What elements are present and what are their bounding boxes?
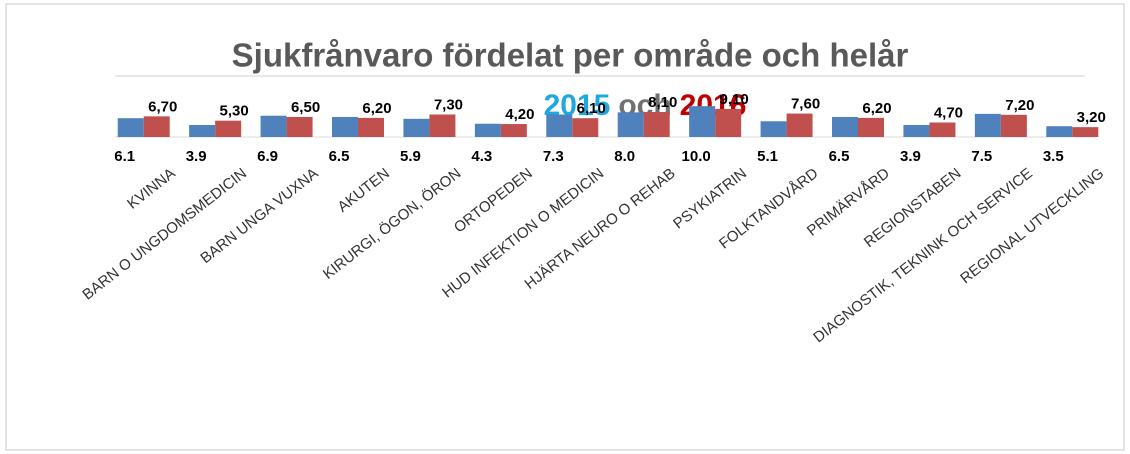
bar [500,124,527,137]
bar [858,117,884,137]
bar [117,118,144,137]
data-label: 6.9 [257,148,278,165]
data-label: 6,20 [362,100,391,117]
data-label: 10.0 [682,148,711,165]
data-label: 6,20 [862,100,891,117]
bar [903,124,930,137]
bar [143,116,170,137]
bar [332,116,358,137]
data-label: 7,60 [791,96,820,113]
bar [286,116,313,137]
bar [215,120,242,137]
data-label: 8,10 [648,94,677,111]
data-label: 7.3 [543,148,564,165]
data-label: 8.0 [614,148,635,165]
bar [572,118,599,137]
bar [689,106,716,137]
bar [1000,114,1027,137]
chart-title: Sjukfrånvaro fördelat per område och hel… [232,37,909,74]
data-label: 9,10 [720,91,749,108]
data-label: 4,20 [505,106,534,123]
chart-border [5,3,1125,451]
bar [786,113,813,137]
data-label: 5.1 [757,148,778,165]
data-label: 3.9 [186,148,207,165]
bar [832,116,858,137]
data-label: 6.5 [829,148,850,165]
data-label: 7,20 [1005,97,1034,114]
data-label: 4,70 [934,104,963,121]
data-label: 6,50 [291,99,320,116]
bar [358,117,384,137]
data-label: 4.3 [471,148,492,165]
data-label: 6,10 [577,100,606,117]
data-label: 6.5 [329,148,350,165]
bar [260,115,287,137]
bar [1046,126,1073,137]
bar [189,124,216,137]
data-label: 5,30 [220,103,249,120]
data-label: 3.5 [1043,148,1064,165]
bar [715,108,742,137]
data-label: 7,30 [434,96,463,113]
data-label: 6,70 [148,98,177,115]
bar [974,113,1001,137]
data-label: 6.1 [114,148,135,165]
bar [617,112,644,137]
data-label: 7.5 [971,148,992,165]
bar [760,121,787,137]
bar [429,114,456,137]
bar [643,112,670,137]
data-label: 3.9 [900,148,921,165]
bar [403,118,430,137]
data-label: 5.9 [400,148,421,165]
bar [546,114,573,137]
bar [474,123,501,137]
data-label: 3,20 [1077,109,1106,126]
bar [929,122,956,137]
bar [1072,127,1099,137]
